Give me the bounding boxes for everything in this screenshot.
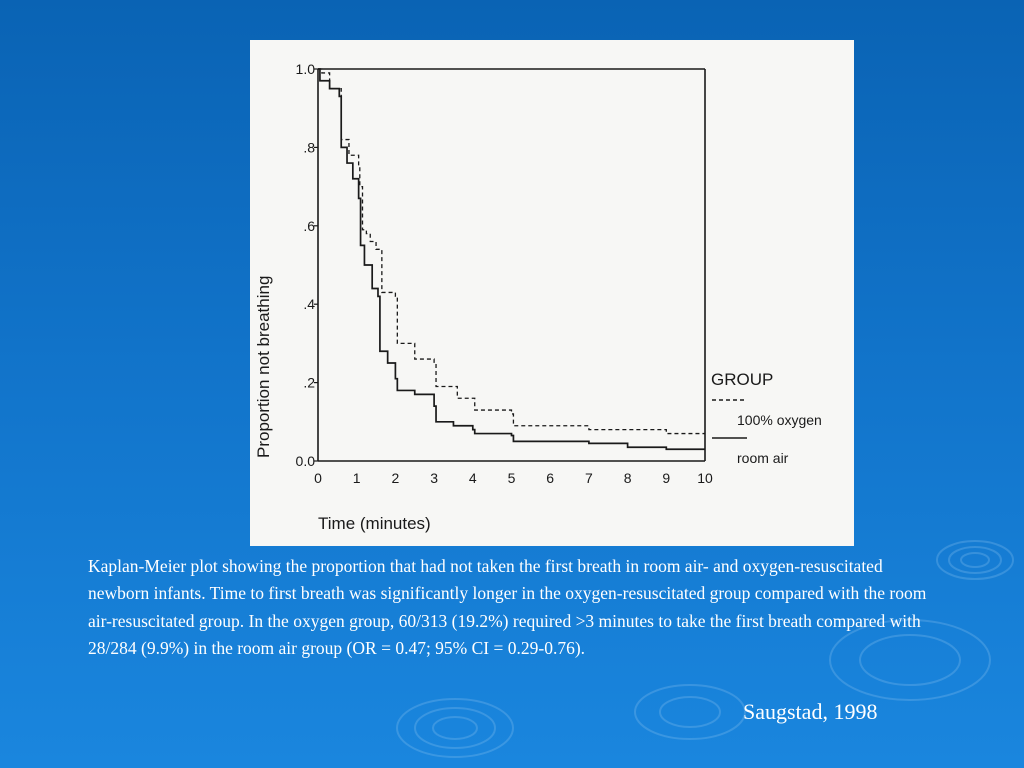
x-tick-label: 4 — [469, 470, 477, 486]
chart-figure: 0.0 .2 .4 .6 .8 1.0 0 1 2 3 4 5 6 7 8 9 10 Time (minute… — [250, 40, 854, 546]
x-tick-label: 0 — [314, 470, 322, 486]
legend: GROUP 100% oxygen room air — [711, 370, 822, 466]
x-tick-label: 10 — [697, 470, 713, 486]
citation-credit: Saugstad, 1998 — [743, 699, 878, 724]
y-tick-label: 0.0 — [296, 453, 316, 469]
y-tick-label: 1.0 — [296, 61, 316, 77]
x-tick-label: 8 — [624, 470, 632, 486]
y-tick-label: .4 — [303, 296, 315, 312]
x-tick-label: 9 — [662, 470, 670, 486]
series-oxygen-line — [318, 68, 705, 435]
x-axis-label: Time (minutes) — [318, 514, 431, 533]
x-tick-label: 5 — [508, 470, 516, 486]
series-room-air-line — [318, 68, 705, 451]
x-tick-label: 3 — [430, 470, 438, 486]
legend-label-oxygen: 100% oxygen — [737, 412, 822, 428]
x-tick-label: 2 — [392, 470, 400, 486]
y-tick-label: .8 — [303, 139, 315, 155]
x-tick-label: 6 — [546, 470, 554, 486]
legend-title: GROUP — [711, 370, 773, 389]
kaplan-meier-chart: 0.0 .2 .4 .6 .8 1.0 0 1 2 3 4 5 6 7 8 9 10 Time (minute… — [254, 61, 822, 533]
y-tick-label: .2 — [303, 375, 315, 391]
legend-label-room-air: room air — [737, 450, 789, 466]
y-tick-label: .6 — [303, 218, 315, 234]
figure-caption: Kaplan-Meier plot showing the proportion… — [88, 556, 927, 659]
x-tick-label: 7 — [585, 470, 593, 486]
y-axis-label: Proportion not breathing — [254, 276, 273, 458]
x-tick-label: 1 — [353, 470, 361, 486]
